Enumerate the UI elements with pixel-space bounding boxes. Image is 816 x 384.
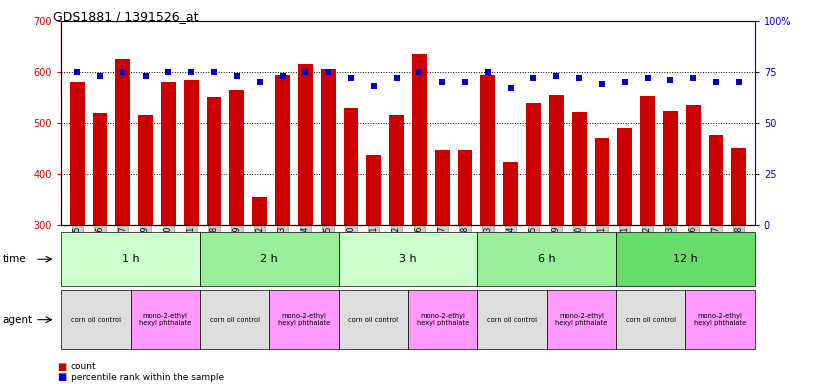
Point	[390, 75, 403, 81]
Text: time: time	[2, 254, 26, 264]
Point	[709, 79, 722, 85]
Text: mono-2-ethyl
hexyl phthalate: mono-2-ethyl hexyl phthalate	[139, 313, 192, 326]
Point	[94, 73, 107, 79]
Bar	[252, 197, 267, 225]
Bar	[663, 111, 678, 225]
Point	[230, 73, 243, 79]
Bar	[115, 59, 131, 225]
Point	[207, 69, 220, 75]
Bar	[435, 150, 450, 225]
Bar	[366, 155, 381, 225]
Text: corn oil control: corn oil control	[626, 317, 676, 323]
Text: ■: ■	[57, 362, 66, 372]
Bar	[481, 74, 495, 225]
Text: corn oil control: corn oil control	[71, 317, 121, 323]
Bar	[184, 79, 198, 225]
Point	[573, 75, 586, 81]
Text: mono-2-ethyl
hexyl phthalate: mono-2-ethyl hexyl phthalate	[694, 313, 747, 326]
Bar	[275, 74, 290, 225]
Point	[344, 75, 357, 81]
Point	[527, 75, 540, 81]
Point	[413, 69, 426, 75]
Point	[436, 79, 449, 85]
Text: corn oil control: corn oil control	[487, 317, 537, 323]
Bar	[344, 108, 358, 225]
Bar	[389, 115, 404, 225]
Bar	[298, 65, 313, 225]
Text: 2 h: 2 h	[260, 254, 278, 264]
Text: GDS1881 / 1391526_at: GDS1881 / 1391526_at	[53, 10, 198, 23]
Text: count: count	[71, 362, 96, 371]
Bar	[685, 105, 701, 225]
Point	[276, 73, 289, 79]
Point	[367, 83, 380, 89]
Bar	[503, 162, 518, 225]
Bar	[412, 54, 427, 225]
Bar	[138, 115, 153, 225]
Bar	[595, 138, 610, 225]
Point	[664, 77, 677, 83]
Point	[459, 79, 472, 85]
Bar	[321, 70, 335, 225]
Point	[139, 73, 152, 79]
Point	[596, 81, 609, 87]
Point	[481, 69, 494, 75]
Text: mono-2-ethyl
hexyl phthalate: mono-2-ethyl hexyl phthalate	[555, 313, 608, 326]
Text: 12 h: 12 h	[673, 254, 698, 264]
Point	[253, 79, 266, 85]
Bar	[206, 98, 221, 225]
Bar	[69, 82, 85, 225]
Point	[641, 75, 654, 81]
Text: ■: ■	[57, 372, 66, 382]
Bar	[526, 103, 541, 225]
Bar	[161, 82, 176, 225]
Text: 1 h: 1 h	[122, 254, 140, 264]
Bar	[708, 134, 724, 225]
Point	[322, 69, 335, 75]
Bar	[229, 90, 244, 225]
Point	[504, 85, 517, 91]
Point	[550, 73, 563, 79]
Bar	[549, 95, 564, 225]
Point	[184, 69, 197, 75]
Text: mono-2-ethyl
hexyl phthalate: mono-2-ethyl hexyl phthalate	[416, 313, 469, 326]
Bar	[618, 128, 632, 225]
Bar	[731, 148, 747, 225]
Point	[619, 79, 632, 85]
Point	[116, 69, 129, 75]
Bar	[572, 112, 587, 225]
Point	[732, 79, 745, 85]
Text: 6 h: 6 h	[538, 254, 556, 264]
Point	[299, 69, 312, 75]
Text: mono-2-ethyl
hexyl phthalate: mono-2-ethyl hexyl phthalate	[277, 313, 330, 326]
Text: corn oil control: corn oil control	[210, 317, 259, 323]
Text: percentile rank within the sample: percentile rank within the sample	[71, 372, 224, 382]
Point	[162, 69, 175, 75]
Point	[687, 75, 700, 81]
Text: agent: agent	[2, 314, 33, 325]
Bar	[640, 96, 655, 225]
Text: 3 h: 3 h	[399, 254, 417, 264]
Bar	[92, 113, 108, 225]
Text: corn oil control: corn oil control	[348, 317, 398, 323]
Bar	[458, 150, 472, 225]
Point	[71, 69, 84, 75]
